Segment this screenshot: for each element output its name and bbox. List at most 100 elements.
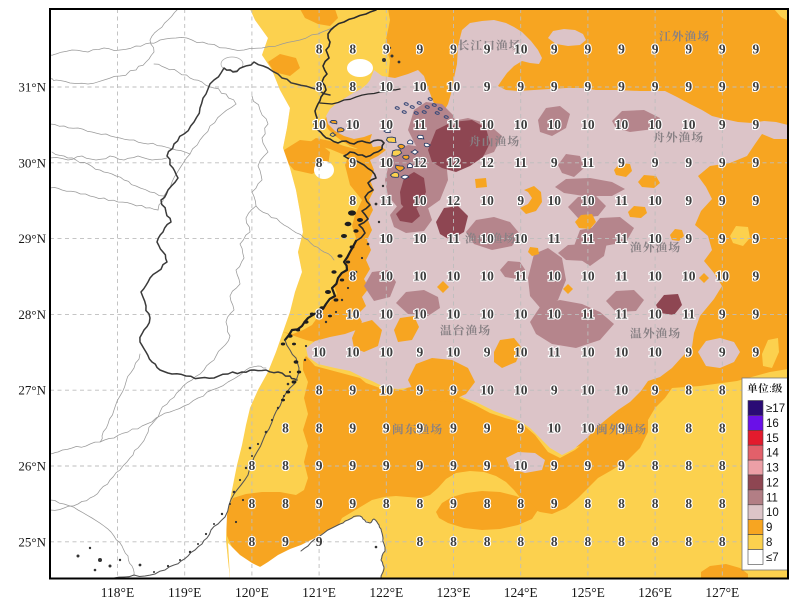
svg-text:9: 9 bbox=[753, 117, 760, 132]
svg-text:118°E: 118°E bbox=[101, 585, 134, 600]
svg-text:9: 9 bbox=[585, 41, 592, 56]
svg-text:10: 10 bbox=[413, 193, 427, 208]
svg-text:122°E: 122°E bbox=[369, 585, 403, 600]
svg-text:8: 8 bbox=[618, 534, 625, 549]
svg-text:10: 10 bbox=[480, 193, 494, 208]
svg-text:9: 9 bbox=[685, 41, 692, 56]
svg-text:8: 8 bbox=[719, 496, 726, 511]
svg-text:10: 10 bbox=[380, 155, 394, 170]
svg-text:8: 8 bbox=[383, 496, 390, 511]
svg-text:11: 11 bbox=[682, 307, 695, 322]
svg-text:10: 10 bbox=[480, 231, 494, 246]
svg-text:10: 10 bbox=[447, 79, 461, 94]
svg-text:9: 9 bbox=[551, 496, 558, 511]
svg-text:10: 10 bbox=[380, 79, 394, 94]
svg-text:125°E: 125°E bbox=[571, 585, 605, 600]
svg-text:8: 8 bbox=[652, 420, 659, 435]
svg-text:9: 9 bbox=[484, 345, 491, 360]
svg-text:8: 8 bbox=[349, 79, 356, 94]
svg-text:10: 10 bbox=[581, 117, 595, 132]
svg-text:8: 8 bbox=[316, 41, 323, 56]
svg-text:10: 10 bbox=[581, 420, 595, 435]
svg-text:8: 8 bbox=[652, 458, 659, 473]
svg-text:9: 9 bbox=[585, 458, 592, 473]
svg-text:10: 10 bbox=[514, 382, 528, 397]
svg-text:11: 11 bbox=[615, 269, 628, 284]
svg-text:9: 9 bbox=[517, 79, 524, 94]
svg-text:10: 10 bbox=[380, 345, 394, 360]
svg-text:9: 9 bbox=[383, 420, 390, 435]
svg-text:120°E: 120°E bbox=[235, 585, 269, 600]
svg-text:9: 9 bbox=[719, 193, 726, 208]
svg-text:30°N: 30°N bbox=[18, 155, 46, 170]
svg-text:10: 10 bbox=[548, 117, 562, 132]
svg-text:9: 9 bbox=[719, 345, 726, 360]
svg-text:10: 10 bbox=[648, 117, 662, 132]
svg-text:9: 9 bbox=[450, 458, 457, 473]
svg-text:9: 9 bbox=[450, 41, 457, 56]
svg-text:8: 8 bbox=[618, 496, 625, 511]
svg-text:9: 9 bbox=[685, 155, 692, 170]
svg-text:11: 11 bbox=[766, 492, 778, 504]
svg-text:10: 10 bbox=[447, 345, 461, 360]
svg-text:9: 9 bbox=[753, 193, 760, 208]
svg-text:10: 10 bbox=[766, 507, 779, 519]
svg-text:9: 9 bbox=[685, 79, 692, 94]
svg-text:9: 9 bbox=[753, 307, 760, 322]
svg-text:8: 8 bbox=[450, 534, 457, 549]
svg-text:10: 10 bbox=[615, 117, 629, 132]
svg-text:10: 10 bbox=[480, 307, 494, 322]
svg-text:10: 10 bbox=[682, 117, 696, 132]
svg-text:9: 9 bbox=[316, 496, 323, 511]
svg-text:10: 10 bbox=[480, 382, 494, 397]
svg-text:≥17: ≥17 bbox=[766, 403, 785, 415]
svg-text:10: 10 bbox=[380, 307, 394, 322]
svg-text:9: 9 bbox=[450, 496, 457, 511]
svg-text:8: 8 bbox=[316, 155, 323, 170]
svg-text:10: 10 bbox=[413, 307, 427, 322]
svg-text:9: 9 bbox=[450, 382, 457, 397]
svg-text:127°E: 127°E bbox=[705, 585, 739, 600]
svg-text:11: 11 bbox=[582, 231, 595, 246]
svg-text:9: 9 bbox=[618, 420, 625, 435]
svg-text:9: 9 bbox=[652, 382, 659, 397]
svg-text:10: 10 bbox=[480, 269, 494, 284]
svg-text:10: 10 bbox=[648, 269, 662, 284]
svg-text:11: 11 bbox=[380, 193, 393, 208]
svg-text:9: 9 bbox=[484, 458, 491, 473]
svg-text:≤7: ≤7 bbox=[766, 552, 779, 564]
svg-text:8: 8 bbox=[316, 307, 323, 322]
svg-text:9: 9 bbox=[417, 41, 424, 56]
svg-text:9: 9 bbox=[753, 79, 760, 94]
svg-text:11: 11 bbox=[615, 307, 628, 322]
svg-text:9: 9 bbox=[349, 382, 356, 397]
svg-text:11: 11 bbox=[447, 117, 460, 132]
svg-text:11: 11 bbox=[414, 117, 427, 132]
svg-text:9: 9 bbox=[517, 193, 524, 208]
svg-text:10: 10 bbox=[380, 231, 394, 246]
svg-text:9: 9 bbox=[652, 79, 659, 94]
svg-text:10: 10 bbox=[581, 193, 595, 208]
svg-text:10: 10 bbox=[312, 345, 326, 360]
svg-text:11: 11 bbox=[447, 231, 460, 246]
svg-text:9: 9 bbox=[719, 79, 726, 94]
svg-text:9: 9 bbox=[316, 458, 323, 473]
svg-text:9: 9 bbox=[719, 307, 726, 322]
svg-text:10: 10 bbox=[716, 269, 730, 284]
svg-text:12: 12 bbox=[413, 155, 427, 170]
svg-text:9: 9 bbox=[417, 458, 424, 473]
svg-text:9: 9 bbox=[685, 193, 692, 208]
svg-text:10: 10 bbox=[581, 345, 595, 360]
svg-text:16: 16 bbox=[766, 418, 779, 430]
svg-text:8: 8 bbox=[719, 534, 726, 549]
svg-text:8: 8 bbox=[585, 534, 592, 549]
svg-text:10: 10 bbox=[312, 117, 326, 132]
svg-text:9: 9 bbox=[349, 458, 356, 473]
svg-text:11: 11 bbox=[615, 231, 628, 246]
svg-text:15: 15 bbox=[766, 433, 779, 445]
svg-text:10: 10 bbox=[514, 117, 528, 132]
svg-text:10: 10 bbox=[346, 307, 360, 322]
svg-text:9: 9 bbox=[685, 231, 692, 246]
svg-text:10: 10 bbox=[548, 269, 562, 284]
svg-text:9: 9 bbox=[417, 345, 424, 360]
